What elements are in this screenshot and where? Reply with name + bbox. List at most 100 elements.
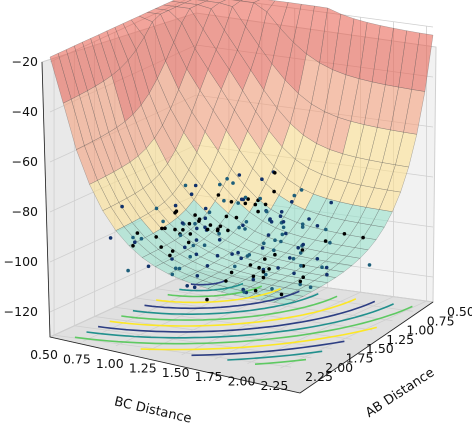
trajectory-point (292, 193, 297, 198)
trajectory-point (215, 228, 220, 233)
trajectory-point (253, 288, 258, 293)
trajectory-point (188, 254, 192, 259)
contour-line (227, 350, 323, 361)
trajectory-point (328, 240, 332, 245)
trajectory-point (269, 220, 274, 224)
trajectory-point (231, 181, 235, 185)
trajectory-point (298, 251, 303, 255)
trajectory-point (208, 223, 213, 227)
y-tick-label: 0.75 (427, 313, 455, 328)
x-axis-line (49, 336, 301, 394)
contour-line (190, 280, 225, 286)
x-tick-label: 0.75 (63, 351, 91, 366)
trajectory-point (160, 226, 164, 231)
x-tick-label: 1.75 (195, 369, 223, 384)
contour-line (86, 303, 394, 339)
y-tick-label: 1.00 (406, 323, 434, 338)
y-tick-label: 2.00 (325, 360, 353, 375)
trajectory-point (290, 200, 294, 204)
contour-line (132, 292, 319, 316)
x-tick-label: 2.00 (228, 374, 256, 389)
contour-line (97, 300, 376, 333)
trajectory-point (139, 236, 144, 241)
trajectory-point (278, 214, 283, 218)
trajectory-point (257, 265, 261, 270)
trajectory-point (273, 238, 277, 242)
x-tick-label: 1.00 (96, 356, 124, 371)
y-axis-label: AB Distance (363, 365, 437, 420)
trajectory-point (187, 221, 192, 226)
trajectory-point (218, 224, 223, 229)
trajectory-point (256, 209, 260, 214)
trajectory-point (263, 257, 267, 261)
trajectory-point (185, 284, 189, 288)
trajectory-point (261, 270, 266, 274)
trajectory-point (135, 231, 140, 235)
trajectory-point (300, 222, 305, 226)
trajectory-point (194, 252, 199, 257)
trajectory-point (243, 201, 248, 206)
trajectory-point (195, 274, 200, 278)
trajectory-point (203, 216, 208, 220)
trajectory-point (193, 213, 197, 217)
trajectory-point (215, 253, 220, 258)
trajectory-point (243, 227, 247, 231)
contour-line (254, 358, 307, 365)
trajectory-point (229, 200, 234, 204)
trajectory-point (217, 238, 222, 242)
trajectory-point (279, 292, 284, 297)
trajectory-point (173, 266, 178, 271)
contour-line (121, 295, 338, 321)
trajectory-point (108, 236, 113, 240)
z-tick-label: −60 (12, 154, 38, 169)
trajectory-point (230, 252, 234, 256)
tick-labels: 0.50 0.75 1.00 1.25 1.50 1.75 2.00 2.252.252.00… (4, 54, 472, 393)
trajectory-point (174, 209, 179, 213)
trajectory-point (222, 198, 226, 203)
trajectory-point (253, 202, 258, 207)
trajectory-point (181, 228, 185, 232)
trajectory-point (205, 297, 209, 302)
trajectory-point (272, 189, 276, 194)
trajectory-point (180, 221, 185, 225)
trajectory-point (189, 192, 194, 196)
trajectory-points (108, 170, 372, 302)
contour-line (191, 340, 345, 357)
trajectory-point (268, 217, 272, 221)
trajectory-point (236, 201, 240, 205)
x-tick-label: 1.50 (162, 365, 190, 380)
trajectory-point (245, 254, 250, 258)
trajectory-point (224, 214, 229, 219)
trajectory-point (292, 271, 296, 276)
z-tick-label: −120 (4, 304, 38, 319)
trajectory-point (193, 183, 198, 188)
grid-line-y (53, 60, 292, 368)
trajectory-point (361, 235, 365, 240)
trajectory-point (154, 235, 158, 239)
trajectory-point (237, 225, 241, 230)
trajectory-point (280, 232, 285, 237)
surface-facet (411, 32, 434, 92)
trajectory-point (281, 225, 286, 230)
trajectory-point (170, 249, 175, 253)
trajectory-point (173, 227, 177, 232)
contour-line (74, 305, 413, 345)
trajectory-point (284, 231, 288, 236)
trajectory-point (264, 272, 268, 277)
z-axis-line (41, 61, 51, 338)
z-tick-label: −40 (12, 104, 38, 119)
trajectory-point (203, 206, 208, 211)
trajectory-point (229, 270, 234, 275)
y-tick-label: 1.75 (346, 351, 374, 366)
trajectory-point (192, 285, 197, 290)
trajectory-point (203, 225, 207, 230)
trajectory-point (193, 221, 197, 226)
trajectory-point (239, 197, 244, 202)
trajectory-point (216, 193, 221, 197)
y-tick-label: 0.50 (447, 304, 472, 319)
trajectory-point (133, 240, 137, 244)
trajectory-point (225, 177, 229, 181)
trajectory-point (188, 232, 193, 236)
contour-line (140, 326, 377, 351)
trajectory-point (218, 182, 222, 187)
